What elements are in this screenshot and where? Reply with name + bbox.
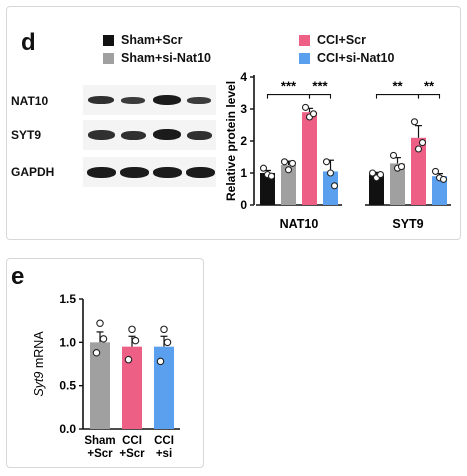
significance-bracket xyxy=(308,94,332,99)
significance-label: ** xyxy=(392,79,403,94)
data-point xyxy=(397,163,406,171)
data-point xyxy=(163,338,172,347)
data-point xyxy=(128,325,136,334)
blot-label-syt9: SYT9 xyxy=(11,128,42,142)
data-point xyxy=(368,169,377,177)
bar xyxy=(302,112,317,205)
data-point xyxy=(99,335,108,343)
data-point xyxy=(326,169,335,177)
y-tick-label: 1.5 xyxy=(59,292,76,306)
panel-e: e 0.0 0.5 1.0 1.5 Syt9 mRNA Sham +Scr CCI +Scr CC… xyxy=(6,258,204,468)
significance-bracket xyxy=(375,94,420,99)
data-point xyxy=(92,348,101,357)
data-point xyxy=(439,175,448,183)
data-point xyxy=(124,355,133,364)
legend-item-sham-scr: Sham+Scr xyxy=(103,33,183,47)
x-tick-label: +Scr xyxy=(119,448,145,460)
data-point xyxy=(160,325,168,334)
legend-label: Sham+Scr xyxy=(121,33,183,47)
panel-e-letter: e xyxy=(11,263,25,290)
significance-label: *** xyxy=(281,79,297,94)
bar xyxy=(390,163,405,205)
data-point xyxy=(389,151,398,159)
legend-label: CCI+Scr xyxy=(317,33,366,47)
x-tick-label: Sham xyxy=(84,435,115,447)
y-tick-label: 0 xyxy=(240,198,247,212)
x-tick-label: CCI xyxy=(122,435,142,447)
blot-label-gapdh: GAPDH xyxy=(11,165,55,179)
significance-bracket xyxy=(417,94,441,99)
data-point xyxy=(156,357,165,366)
significance-label: ** xyxy=(424,79,435,94)
data-point xyxy=(280,158,289,166)
bar xyxy=(90,342,110,429)
bar xyxy=(260,173,275,205)
data-point xyxy=(418,139,427,147)
legend-swatch xyxy=(299,52,310,64)
western-blot-gapdh xyxy=(83,157,216,187)
legend-item-cci-si-nat10: CCI+si-Nat10 xyxy=(299,51,394,65)
data-point xyxy=(309,110,318,118)
group-label: NAT10 xyxy=(280,217,319,231)
bar xyxy=(369,174,384,205)
y-tick-label: 1 xyxy=(240,166,247,180)
panel-d-letter: d xyxy=(21,29,36,56)
legend-swatch xyxy=(103,34,114,46)
data-point xyxy=(322,158,331,166)
bar xyxy=(432,176,447,205)
y-axis-title: Relative protein level xyxy=(224,81,238,201)
y-axis-title: Syt9 mRNA xyxy=(32,331,46,397)
bar xyxy=(411,137,426,205)
data-point xyxy=(96,319,104,328)
significance-label: *** xyxy=(312,79,328,94)
bar xyxy=(154,346,174,429)
western-blot-syt9 xyxy=(83,120,216,150)
legend-label: Sham+si-Nat10 xyxy=(121,51,211,65)
x-tick-label: CCI xyxy=(154,435,174,447)
data-point xyxy=(431,167,440,175)
x-tick-label: +si xyxy=(156,448,172,460)
data-point xyxy=(410,118,419,126)
bar xyxy=(323,171,338,205)
x-tick-label: +Scr xyxy=(87,448,113,460)
bar xyxy=(281,165,296,205)
panel-d: d Sham+Scr CCI+Scr Sham+si-Nat10 CCI+si-… xyxy=(6,6,461,240)
legend-item-sham-si-nat10: Sham+si-Nat10 xyxy=(103,51,211,65)
group-label: SYT9 xyxy=(392,217,423,231)
data-point xyxy=(267,172,276,180)
y-tick-label: 1.0 xyxy=(59,335,76,349)
legend-item-cci-scr: CCI+Scr xyxy=(299,33,366,47)
y-axis-title-rest: mRNA xyxy=(32,331,46,372)
data-point xyxy=(284,166,293,174)
y-axis-title-gene: Syt9 xyxy=(32,372,46,397)
data-point xyxy=(376,171,385,179)
data-point xyxy=(301,103,310,111)
data-point xyxy=(330,182,339,190)
data-point xyxy=(131,336,140,345)
y-tick-label: 0.0 xyxy=(59,422,76,436)
legend-swatch xyxy=(103,52,114,64)
data-point xyxy=(259,164,268,172)
data-point xyxy=(414,145,423,153)
legend-swatch xyxy=(299,34,310,46)
y-tick-label: 2 xyxy=(240,134,247,148)
legend-label: CCI+si-Nat10 xyxy=(317,51,395,65)
y-tick-label: 4 xyxy=(240,70,247,84)
y-tick-label: 3 xyxy=(240,102,247,116)
bar xyxy=(122,346,142,429)
western-blot-nat10 xyxy=(83,85,216,115)
significance-bracket xyxy=(266,94,311,99)
y-tick-label: 0.5 xyxy=(59,379,76,393)
blot-label-nat10: NAT10 xyxy=(11,94,49,108)
data-point xyxy=(288,159,297,167)
